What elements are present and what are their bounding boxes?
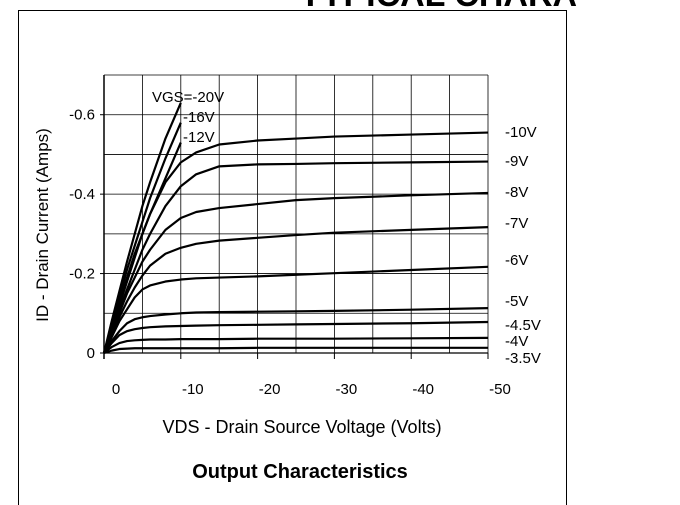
data-line: [102, 131, 489, 354]
x-tick-label: -10: [182, 381, 204, 398]
y-tick-label: -0.4: [69, 186, 95, 203]
data-line: [103, 320, 489, 354]
series-label: -4V: [505, 333, 528, 350]
data-line: [103, 336, 489, 354]
x-axis-title: VDS - Drain Source Voltage (Volts): [162, 417, 441, 437]
y-tick-label: 0: [87, 345, 95, 362]
data-line: [103, 265, 489, 354]
x-tick-label: -50: [489, 381, 511, 398]
series-label: -16V: [183, 109, 215, 126]
series-label: -9V: [505, 153, 528, 170]
x-tick-label: -20: [259, 381, 281, 398]
chart-title: Output Characteristics: [192, 461, 408, 483]
y-tick-label: -0.6: [69, 107, 95, 124]
y-axis-title: ID - Drain Current (Amps): [33, 128, 52, 322]
x-tick-label: -30: [336, 381, 358, 398]
series-label: -5V: [505, 293, 528, 310]
data-line: [103, 307, 489, 354]
data-line: [102, 191, 489, 354]
x-tick-label: -40: [412, 381, 434, 398]
frame: [18, 10, 567, 505]
series-label: -7V: [505, 215, 528, 232]
data-line: [102, 160, 489, 354]
data-line: [102, 226, 489, 354]
series-label: -10V: [505, 124, 537, 141]
data-line: [102, 102, 182, 354]
series-label: -3.5V: [505, 350, 541, 367]
y-tick-label: -0.2: [69, 266, 95, 283]
series-label: -6V: [505, 252, 528, 269]
series-label: VGS=-20V: [152, 89, 224, 106]
data-line: [103, 346, 488, 355]
x-tick-label: 0: [112, 381, 120, 398]
series-label: -4.5V: [505, 317, 541, 334]
series-label: -12V: [183, 129, 215, 146]
series-label: -8V: [505, 184, 528, 201]
page-header: TYPICAL CHARA: [300, 0, 577, 14]
